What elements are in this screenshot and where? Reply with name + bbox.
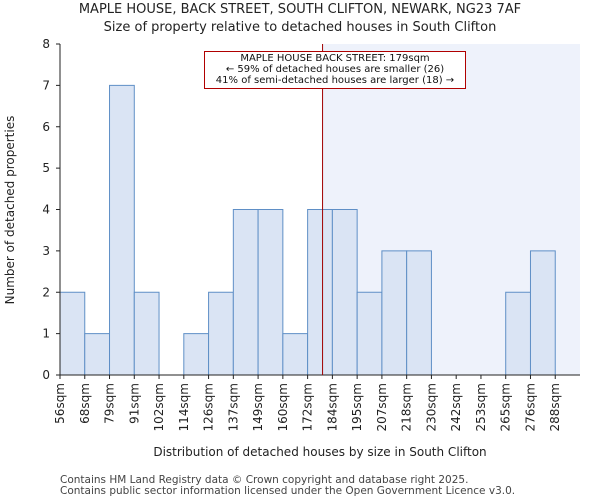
histogram-bar [505, 291, 531, 376]
x-tick-label: 149sqm [251, 383, 265, 431]
histogram-bar [381, 250, 408, 376]
x-tick-label: 114sqm [177, 383, 191, 431]
x-tick-label: 172sqm [301, 383, 315, 431]
annotation-line-1: MAPLE HOUSE BACK STREET: 179sqm [240, 53, 430, 64]
x-tick-label: 126sqm [202, 383, 216, 431]
x-tick-label: 242sqm [449, 383, 463, 431]
x-tick-label: 218sqm [400, 383, 414, 431]
y-tick-label: 3 [42, 244, 50, 258]
x-tick-label: 79sqm [103, 383, 117, 424]
histogram-bar [183, 333, 210, 376]
histogram-bar [84, 333, 111, 376]
subject-annotation: MAPLE HOUSE BACK STREET: 179sqm ← 59% of… [204, 51, 466, 89]
footer-line-2: Contains public sector information licen… [60, 485, 516, 497]
y-tick-label: 0 [42, 368, 50, 382]
y-tick-label: 4 [42, 203, 50, 217]
x-tick-label: 184sqm [325, 383, 339, 431]
histogram-bar [109, 84, 135, 376]
x-tick-label: 230sqm [424, 383, 438, 431]
y-tick-label: 2 [42, 285, 50, 299]
y-tick-label: 1 [42, 327, 50, 341]
x-tick-label: 102sqm [152, 383, 166, 431]
x-tick-label: 68sqm [78, 383, 92, 424]
histogram-bar [208, 291, 234, 376]
histogram-bar [59, 291, 86, 376]
annotation-line-3: 41% of semi-detached houses are larger (… [215, 75, 455, 86]
x-tick-label: 91sqm [127, 383, 141, 424]
x-tick-label: 265sqm [499, 383, 513, 431]
y-tick-label: 6 [42, 120, 50, 134]
x-tick-label: 288sqm [548, 383, 562, 431]
histogram-bar [356, 291, 383, 376]
y-tick-label: 5 [42, 161, 50, 175]
chart-title: MAPLE HOUSE, BACK STREET, SOUTH CLIFTON,… [78, 2, 522, 17]
x-tick-label: 137sqm [226, 383, 240, 431]
chart-subtitle: Size of property relative to detached ho… [103, 20, 497, 35]
histogram-bar [529, 250, 556, 376]
y-tick-label: 8 [42, 37, 50, 51]
x-tick-label: 253sqm [474, 383, 488, 431]
x-tick-label: 276sqm [523, 383, 537, 431]
histogram-bar [257, 209, 284, 376]
footer-line-1: Contains HM Land Registry data © Crown c… [60, 474, 469, 486]
x-tick-label: 56sqm [53, 383, 67, 424]
histogram-bar [331, 209, 358, 376]
histogram-bar [307, 209, 333, 376]
annotation-line-2: ← 59% of detached houses are smaller (26… [225, 64, 445, 75]
histogram-bar [282, 333, 309, 376]
x-axis-label: Distribution of detached houses by size … [153, 445, 486, 459]
histogram-bar [133, 291, 160, 376]
x-tick-label: 160sqm [276, 383, 290, 431]
y-tick-label: 7 [42, 78, 50, 92]
y-axis-label: Number of detached properties [3, 116, 17, 305]
x-tick-label: 195sqm [350, 383, 364, 431]
histogram-bar [406, 250, 432, 376]
histogram-bar [232, 209, 259, 376]
x-tick-label: 207sqm [375, 383, 389, 431]
